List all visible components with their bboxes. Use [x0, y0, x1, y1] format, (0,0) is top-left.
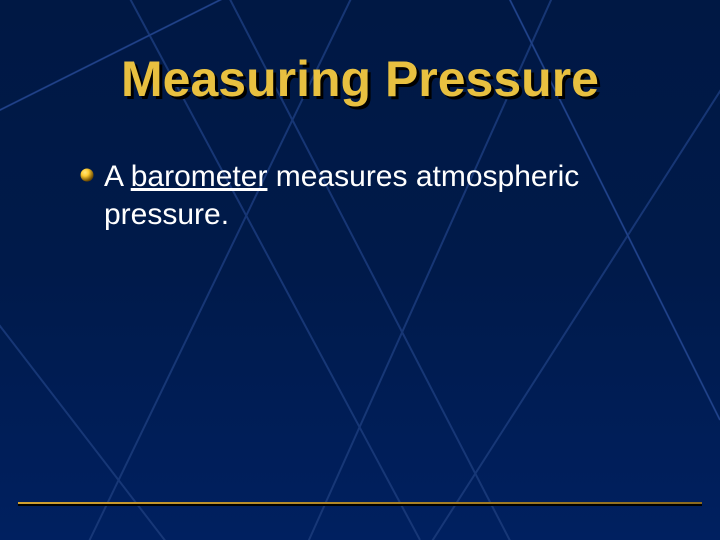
bullet-prefix: A: [104, 160, 131, 193]
slide: Measuring Pressure Measuring Pressure A …: [0, 0, 720, 540]
slide-title-text: Measuring Pressure: [0, 50, 720, 108]
bullet-underlined-term: barometer: [131, 160, 268, 193]
bullet-item: A barometer measures atmospheric pressur…: [80, 158, 660, 233]
bottom-divider: [18, 502, 702, 504]
slide-title: Measuring Pressure Measuring Pressure: [0, 50, 720, 108]
slide-body: A barometer measures atmospheric pressur…: [80, 158, 660, 233]
bullet-text: A barometer measures atmospheric pressur…: [104, 158, 660, 233]
bullet-sphere-icon: [80, 168, 94, 182]
